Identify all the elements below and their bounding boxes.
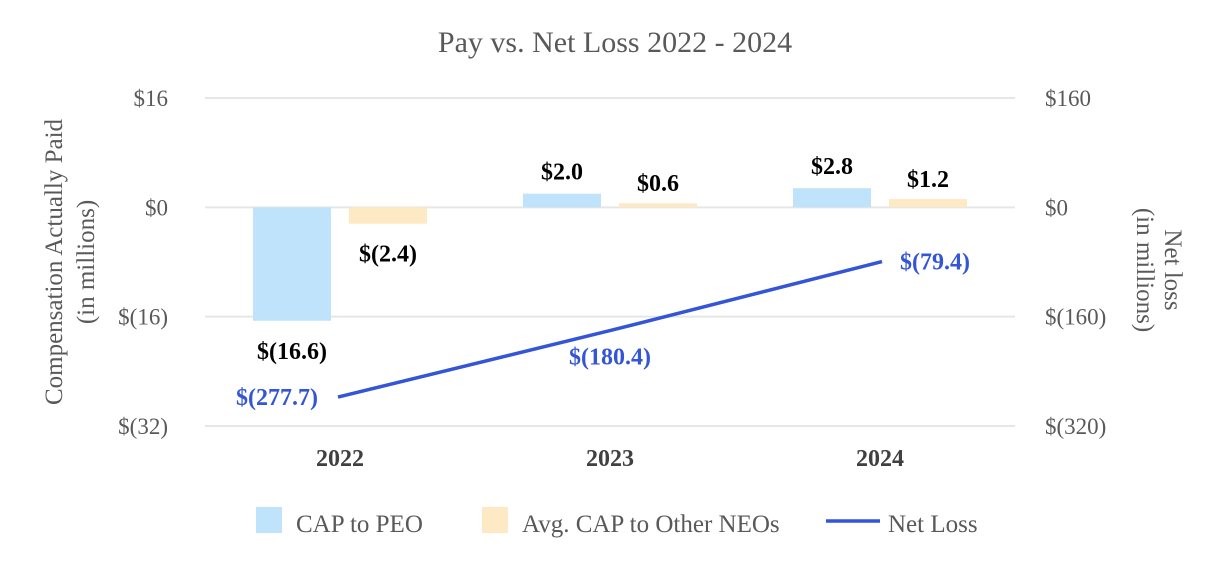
right-axis-title: Net loss: [1159, 229, 1186, 310]
bar: [253, 207, 331, 321]
line-data-label: $(79.4): [900, 250, 970, 276]
legend-item: Avg. CAP to Other NEOs: [482, 507, 780, 538]
bar-data-label: $(2.4): [359, 242, 417, 268]
bar-data-label: $0.6: [637, 171, 679, 197]
bar: [523, 193, 601, 208]
right-tick-label: $(160): [1045, 305, 1106, 330]
line-data-label: $(180.4): [569, 345, 651, 371]
net-loss-line: [337, 259, 883, 399]
right-tick-label: $(320): [1045, 414, 1106, 439]
legend-label: CAP to PEO: [296, 511, 423, 538]
axis-ticks: $16 $0 $(16) $(32) $160 $0 $(160) $(320): [118, 86, 1106, 439]
left-tick-label: $0: [145, 195, 168, 220]
chart-title: Pay vs. Net Loss 2022 - 2024: [438, 26, 792, 59]
legend-swatch: [256, 507, 282, 533]
legend: CAP to PEO Avg. CAP to Other NEOs Net Loss: [256, 507, 978, 538]
left-axis-title: Compensation Actually Paid: [41, 118, 68, 405]
bar: [793, 188, 871, 208]
bar-data-label: $1.2: [907, 167, 949, 193]
bar-data-label: $2.0: [541, 160, 583, 186]
bar: [619, 203, 697, 208]
category-label: 2024: [856, 446, 904, 472]
bars: [253, 188, 967, 321]
right-tick-label: $0: [1045, 195, 1068, 220]
bar-data-label: $(16.6): [257, 339, 327, 365]
legend-label: Net Loss: [888, 511, 978, 538]
category-label: 2023: [586, 446, 634, 472]
left-axis-subtitle: (in millions): [73, 200, 100, 324]
bar: [889, 199, 967, 208]
left-tick-label: $(32): [118, 414, 168, 439]
left-tick-label: $16: [134, 86, 169, 111]
gridlines: [205, 97, 1015, 427]
bar: [349, 207, 427, 224]
category-label: 2022: [316, 446, 364, 472]
legend-item: Net Loss: [826, 511, 978, 538]
right-tick-label: $160: [1045, 86, 1091, 111]
bar-data-label: $2.8: [811, 154, 853, 180]
data-labels: $(16.6) $2.0 $2.8 $(2.4) $0.6 $1.2 $(277.7) $(1…: [236, 154, 970, 411]
left-tick-label: $(16): [118, 305, 168, 330]
right-axis-subtitle: (in millions): [1131, 208, 1158, 332]
legend-label: Avg. CAP to Other NEOs: [522, 511, 780, 538]
line-data-label: $(277.7): [236, 385, 318, 411]
net-loss-polyline: [337, 259, 883, 399]
category-labels: 2022 2023 2024: [316, 446, 904, 472]
legend-item: CAP to PEO: [256, 507, 423, 538]
legend-swatch: [482, 507, 508, 533]
